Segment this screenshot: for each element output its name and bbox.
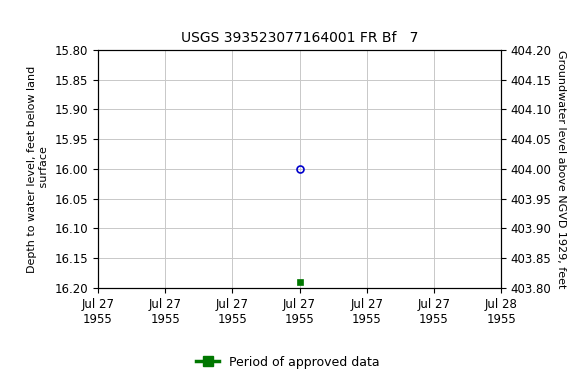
Y-axis label: Groundwater level above NGVD 1929, feet: Groundwater level above NGVD 1929, feet: [556, 50, 566, 288]
Title: USGS 393523077164001 FR Bf   7: USGS 393523077164001 FR Bf 7: [181, 31, 418, 45]
Y-axis label: Depth to water level, feet below land
 surface: Depth to water level, feet below land su…: [28, 65, 49, 273]
Legend: Period of approved data: Period of approved data: [191, 351, 385, 374]
